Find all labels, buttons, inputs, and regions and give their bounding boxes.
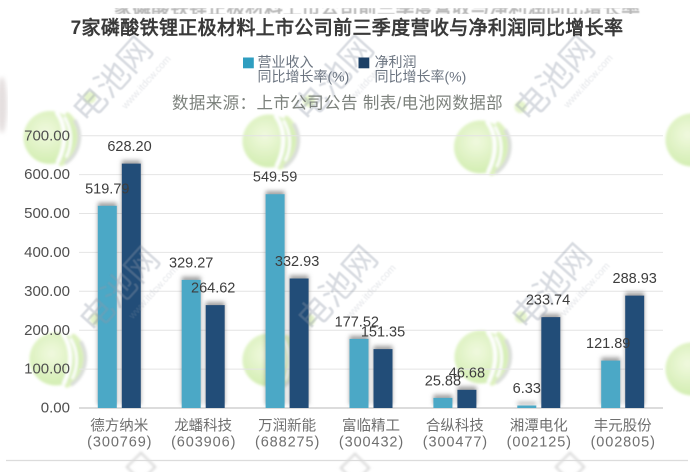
svg-text:628.20: 628.20 [107,139,151,155]
svg-text:200.00: 200.00 [24,322,70,339]
svg-text:25.88: 25.88 [425,373,461,389]
svg-text:营业收入: 营业收入 [258,54,314,70]
svg-text:6.33: 6.33 [513,381,541,397]
svg-text:(300432): (300432) [339,435,404,451]
svg-text:233.74: 233.74 [526,293,570,309]
svg-text:(002805): (002805) [591,435,656,451]
svg-text:0.00: 0.00 [41,400,70,417]
svg-text:(688275): (688275) [255,435,320,451]
svg-text:332.93: 332.93 [275,254,319,270]
svg-text:净利润: 净利润 [375,54,417,70]
svg-text:(300477): (300477) [423,435,488,451]
svg-text:700.00: 700.00 [24,127,70,144]
svg-text:湘潭电化: 湘潭电化 [510,418,568,435]
svg-text:400.00: 400.00 [24,244,70,261]
svg-text:(002125): (002125) [507,435,572,451]
svg-text:100.00: 100.00 [24,361,70,378]
svg-text:(300769): (300769) [87,435,152,451]
svg-text:549.59: 549.59 [253,170,297,186]
svg-text:300.00: 300.00 [24,283,70,300]
svg-text:177.52: 177.52 [335,314,379,330]
svg-text:数据来源：上市公司公告 制表/电池网数据部: 数据来源：上市公司公告 制表/电池网数据部 [172,93,503,112]
svg-text:121.89: 121.89 [586,336,630,352]
svg-text:合纵科技: 合纵科技 [426,418,484,435]
svg-text:富临精工: 富临精工 [342,417,400,435]
svg-text:519.79: 519.79 [85,181,129,197]
svg-text:600.00: 600.00 [24,166,70,183]
svg-text:500.00: 500.00 [24,205,70,222]
svg-text:同比增长率(%): 同比增长率(%) [258,68,350,84]
svg-text:丰元股份: 丰元股份 [594,418,652,435]
svg-text:龙蟠科技: 龙蟠科技 [174,418,232,435]
svg-text:264.62: 264.62 [191,281,235,297]
svg-text:329.27: 329.27 [169,255,213,271]
svg-text:(603906): (603906) [171,435,236,451]
svg-text:同比增长率(%): 同比增长率(%) [375,68,467,84]
svg-text:德方纳米: 德方纳米 [90,418,148,435]
svg-text:46.68: 46.68 [449,365,485,381]
svg-text:7家磷酸铁锂正极材料上市公司前三季度营收与净利润同比增长率: 7家磷酸铁锂正极材料上市公司前三季度营收与净利润同比增长率 [71,16,624,39]
svg-text:万润新能: 万润新能 [258,418,316,435]
svg-text:151.35: 151.35 [361,325,405,341]
svg-text:288.93: 288.93 [613,271,657,287]
